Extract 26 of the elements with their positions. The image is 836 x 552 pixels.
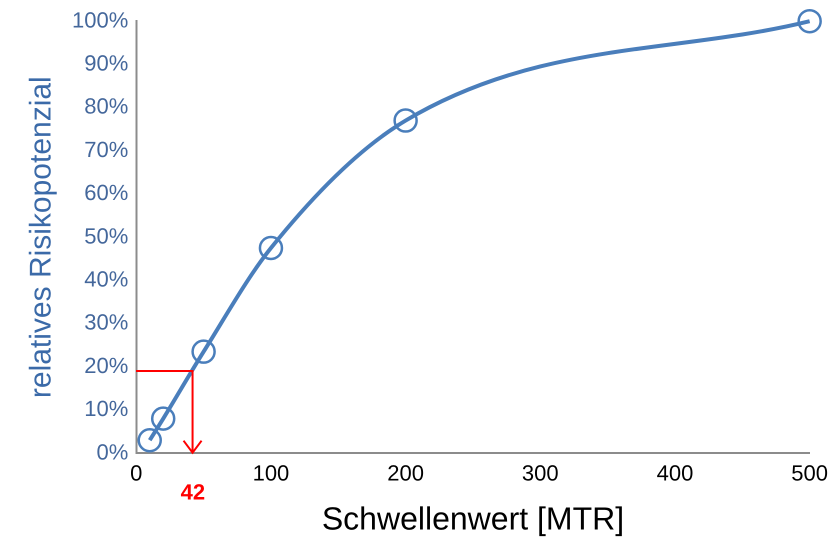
point bbox=[191, 339, 216, 364]
x-tick-label: 0 bbox=[130, 460, 142, 486]
y-tick-label: 50% bbox=[84, 223, 128, 248]
y-tick-label: 10% bbox=[84, 396, 128, 422]
y-tick-label: 70% bbox=[84, 136, 128, 162]
y-tick-label: 80% bbox=[84, 94, 128, 119]
ref-line-label: 42 bbox=[180, 479, 206, 504]
x-tick-label: 100 bbox=[252, 460, 290, 486]
x-axis-title: Schwellenwert [MTR] bbox=[322, 500, 624, 537]
point bbox=[150, 406, 176, 431]
y-tick-label: 40% bbox=[84, 266, 128, 292]
x-tick-label: 500 bbox=[791, 460, 828, 486]
y-tick-label: 90% bbox=[84, 50, 128, 76]
y-tick-label: 60% bbox=[84, 180, 128, 206]
x-tick-label: 200 bbox=[387, 460, 424, 486]
y-tick-label: 20% bbox=[84, 352, 128, 378]
y-axis-title: relatives Risikopotenzial bbox=[24, 76, 58, 398]
point bbox=[258, 236, 284, 260]
x-tick-label: 400 bbox=[656, 460, 694, 486]
point bbox=[797, 8, 822, 34]
y-tick-label: 0% bbox=[96, 439, 128, 464]
point bbox=[393, 108, 418, 133]
point bbox=[137, 428, 162, 452]
y-tick-label: 100% bbox=[72, 7, 128, 32]
x-tick-label: 300 bbox=[522, 460, 559, 486]
y-tick-label: 30% bbox=[84, 310, 128, 335]
